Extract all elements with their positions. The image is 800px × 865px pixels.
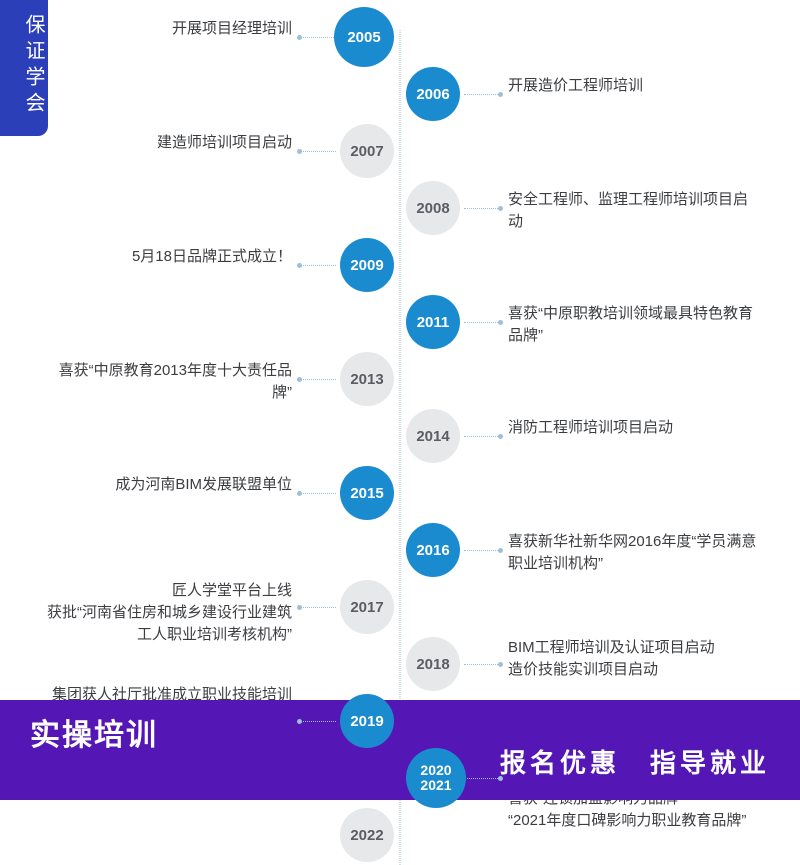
connector-line	[300, 37, 336, 38]
connector-line	[464, 94, 500, 95]
year-circle: 2005	[334, 7, 394, 67]
timeline-text: 开展项目经理培训	[42, 18, 292, 40]
year-circle: 2007	[340, 124, 394, 178]
year-circle: 2017	[340, 580, 394, 634]
connector-line	[464, 550, 500, 551]
footer-sub: 报名优惠 指导就业	[500, 743, 770, 780]
year-circle: 2022	[340, 808, 394, 862]
year-circle: 2008	[406, 181, 460, 235]
timeline-row: 2022	[50, 808, 750, 865]
year-circle: 2014	[406, 409, 460, 463]
footer-banner: 实操培训 报名优惠 指导就业	[0, 700, 800, 800]
timeline-row: 2006开展造价工程师培训	[50, 67, 750, 124]
timeline-row: 2013喜获“中原教育2013年度十大责任品牌”	[50, 352, 750, 409]
connector-line	[300, 265, 336, 266]
year-circle: 2016	[406, 523, 460, 577]
timeline-text: BIM工程师培训及认证项目启动 造价技能实训项目启动	[508, 637, 758, 681]
year-circle: 20202021	[406, 748, 466, 808]
connector-line	[464, 436, 500, 437]
timeline-row: 2015成为河南BIM发展联盟单位	[50, 466, 750, 523]
timeline-row: 20095月18日品牌正式成立！	[50, 238, 750, 295]
year-circle: 2019	[340, 694, 394, 748]
year-circle: 2013	[340, 352, 394, 406]
year-circle: 2015	[340, 466, 394, 520]
connector-line	[464, 322, 500, 323]
timeline-row: 2016喜获新华社新华网2016年度“学员满意职业培训机构”	[50, 523, 750, 580]
connector-line	[464, 778, 500, 779]
year-circle: 2006	[406, 67, 460, 121]
timeline-text: 喜获新华社新华网2016年度“学员满意职业培训机构”	[508, 531, 758, 575]
timeline-row: 2007建造师培训项目启动	[50, 124, 750, 181]
connector-line	[300, 379, 336, 380]
connector-line	[464, 664, 500, 665]
connector-line	[464, 208, 500, 209]
year-circle: 2009	[340, 238, 394, 292]
guarantee-badge: 保证学会	[0, 0, 48, 136]
connector-line	[300, 721, 336, 722]
timeline-text: 匠人学堂平台上线 获批“河南省住房和城乡建设行业建筑工人职业培训考核机构”	[42, 580, 292, 645]
timeline-text: 消防工程师培训项目启动	[508, 417, 758, 439]
timeline-text: 开展造价工程师培训	[508, 75, 758, 97]
timeline-text: 喜获“中原职教培训领域最具特色教育品牌”	[508, 303, 758, 347]
timeline-row: 2011喜获“中原职教培训领域最具特色教育品牌”	[50, 295, 750, 352]
timeline-row: 2017匠人学堂平台上线 获批“河南省住房和城乡建设行业建筑工人职业培训考核机构…	[50, 580, 750, 637]
timeline-text: 5月18日品牌正式成立！	[42, 246, 292, 268]
timeline-row: 2005开展项目经理培训	[50, 10, 750, 67]
timeline-row: 2014消防工程师培训项目启动	[50, 409, 750, 466]
connector-line	[300, 607, 336, 608]
timeline-text: 建造师培训项目启动	[42, 132, 292, 154]
timeline-row: 2008安全工程师、监理工程师培训项目启动	[50, 181, 750, 238]
connector-line	[300, 493, 336, 494]
timeline-text: 喜获“中原教育2013年度十大责任品牌”	[42, 360, 292, 404]
year-circle: 2011	[406, 295, 460, 349]
year-circle: 2018	[406, 637, 460, 691]
connector-line	[300, 151, 336, 152]
timeline-text: 安全工程师、监理工程师培训项目启动	[508, 189, 758, 233]
timeline-text: 成为河南BIM发展联盟单位	[42, 474, 292, 496]
